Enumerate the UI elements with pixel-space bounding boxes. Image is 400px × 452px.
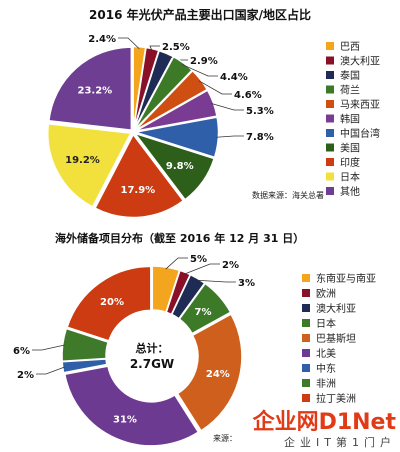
legend-label-8: 非洲 bbox=[316, 378, 336, 390]
pie-slice-5 bbox=[176, 313, 243, 432]
legend-label-5: 马来西亚 bbox=[340, 99, 380, 111]
leader-line-7 bbox=[36, 366, 65, 375]
pie-slice-6 bbox=[134, 89, 218, 132]
watermark-brand: 企业网D1Net bbox=[253, 404, 396, 436]
leader-line-8 bbox=[32, 344, 65, 351]
slice-label-4: 4.4% bbox=[220, 72, 248, 83]
leader-line-5 bbox=[198, 80, 232, 95]
chart-overseas-reserve: 海外储备项目分布（截至 2016 年 12 月 31 日） 5% 2% 3% 7% 24%… bbox=[0, 222, 400, 452]
legend-swatch-2 bbox=[326, 56, 334, 65]
legend-swatch-11 bbox=[326, 187, 334, 195]
legend-label-7: 中东 bbox=[316, 362, 336, 375]
legend-label-3: 泰国 bbox=[340, 69, 360, 82]
chart-title: 海外储备项目分布（截至 2016 年 12 月 31 日） bbox=[55, 231, 304, 245]
legend-label-1: 巴西 bbox=[340, 41, 360, 53]
pie-slice-10 bbox=[47, 122, 132, 208]
slice-label-3: 3% bbox=[238, 278, 255, 289]
pie-slice-8 bbox=[61, 327, 110, 363]
slice-label-1: 2.4% bbox=[88, 34, 116, 45]
leader-line-6 bbox=[211, 103, 244, 111]
slice-label-2: 2% bbox=[222, 260, 239, 271]
slice-label-11: 23.2% bbox=[77, 85, 112, 96]
center-value: 2.7GW bbox=[130, 357, 174, 371]
slice-label-3: 2.9% bbox=[190, 56, 218, 67]
legend-label-1: 东南亚与南亚 bbox=[316, 272, 376, 285]
legend-swatch-5 bbox=[326, 100, 334, 108]
leader-line-1 bbox=[118, 37, 140, 50]
legend-label-9: 印度 bbox=[340, 156, 360, 169]
legend-swatch-3 bbox=[326, 71, 334, 79]
source-note: 数据来源：海关总署 bbox=[252, 190, 324, 200]
watermark-tagline: 企业IT第1门户 bbox=[284, 436, 396, 449]
pie-slice-8 bbox=[133, 132, 216, 201]
leader-line-1 bbox=[165, 257, 188, 270]
pie-slice-11 bbox=[48, 46, 133, 131]
leader-line-3 bbox=[196, 279, 236, 283]
slice-label-4: 7% bbox=[195, 307, 212, 318]
slice-label-8: 6% bbox=[13, 346, 30, 357]
legend-swatch-8 bbox=[326, 143, 334, 152]
legend-label-3: 澳大利亚 bbox=[316, 302, 356, 315]
pie-slice-4 bbox=[178, 282, 232, 335]
slice-label-5: 4.6% bbox=[234, 90, 262, 101]
legend-swatch-2 bbox=[302, 289, 310, 297]
pie-slice-9 bbox=[66, 265, 152, 342]
legend-label-5: 巴基斯坦 bbox=[316, 332, 356, 345]
slice-label-6: 31% bbox=[113, 414, 137, 425]
chart-title: 2016 年光伏产品主要出口国家/地区占比 bbox=[89, 7, 311, 22]
pie-slice-5 bbox=[134, 69, 209, 132]
legend-swatch-4 bbox=[302, 319, 310, 327]
legend-swatch-7 bbox=[302, 364, 310, 372]
legend-label-7: 中国台湾 bbox=[340, 127, 380, 140]
brand-watermark: 企业网D1Net 企业IT第1门户 bbox=[253, 404, 396, 450]
legend-swatch-7 bbox=[326, 129, 334, 137]
leader-line-2 bbox=[149, 45, 160, 51]
legend-label-2: 澳大利亚 bbox=[340, 55, 380, 68]
slice-label-10: 19.2% bbox=[65, 155, 100, 166]
slice-label-9: 20% bbox=[100, 297, 124, 308]
leader-line-2 bbox=[184, 263, 220, 275]
leader-line-4 bbox=[181, 64, 218, 77]
legend-label-4: 荷兰 bbox=[340, 84, 360, 97]
legend-label-6: 北美 bbox=[316, 347, 336, 360]
legend-label-8: 美国 bbox=[340, 142, 360, 155]
leader-line-7 bbox=[216, 135, 244, 138]
slice-label-7: 2% bbox=[17, 370, 34, 381]
slice-label-5: 24% bbox=[206, 369, 230, 380]
legend-label-10: 日本 bbox=[340, 171, 360, 184]
legend-swatch-10 bbox=[326, 172, 334, 181]
slice-label-2: 2.5% bbox=[162, 42, 190, 53]
watermark-brand-text: 企业网D1Net bbox=[252, 410, 396, 435]
legend-swatch-4 bbox=[326, 85, 334, 94]
donut-chart-reserve: 海外储备项目分布（截至 2016 年 12 月 31 日） 5% 2% 3% 7% 24%… bbox=[13, 231, 376, 447]
pie-slice-9 bbox=[94, 133, 185, 219]
slice-label-7: 7.8% bbox=[246, 132, 274, 143]
chart-export-share: 2016 年光伏产品主要出口国家/地区占比 2.4% 2.5% 2.9% 4.4% 4.6… bbox=[0, 0, 400, 222]
slice-label-9: 17.9% bbox=[121, 185, 156, 196]
legend-label-11: 其他 bbox=[340, 185, 360, 198]
legend-swatch-9 bbox=[302, 394, 310, 402]
slice-label-6: 5.3% bbox=[246, 106, 274, 117]
legend-label-2: 欧洲 bbox=[316, 288, 336, 300]
legend-label-6: 韩国 bbox=[340, 113, 360, 126]
legend-swatch-1 bbox=[326, 42, 334, 50]
legend-swatch-3 bbox=[302, 304, 310, 312]
source-note: 来源： bbox=[213, 434, 237, 443]
legend-label-4: 日本 bbox=[316, 317, 336, 330]
pie-chart-export: 2016 年光伏产品主要出口国家/地区占比 2.4% 2.5%2.9%4.4% 4.6… bbox=[47, 7, 380, 219]
pie-slice-6 bbox=[63, 365, 200, 447]
center-label: 总计： bbox=[136, 341, 169, 355]
legend-swatch-9 bbox=[326, 158, 334, 166]
slice-label-8: 9.8% bbox=[166, 161, 194, 172]
legend-swatch-8 bbox=[302, 379, 310, 387]
legend-swatch-1 bbox=[302, 274, 310, 282]
slice-label-1: 5% bbox=[190, 254, 207, 265]
legend-label-9: 拉丁美洲 bbox=[316, 392, 356, 405]
legend-swatch-6 bbox=[302, 349, 310, 357]
legend-swatch-6 bbox=[326, 114, 334, 123]
legend-swatch-5 bbox=[302, 334, 310, 342]
